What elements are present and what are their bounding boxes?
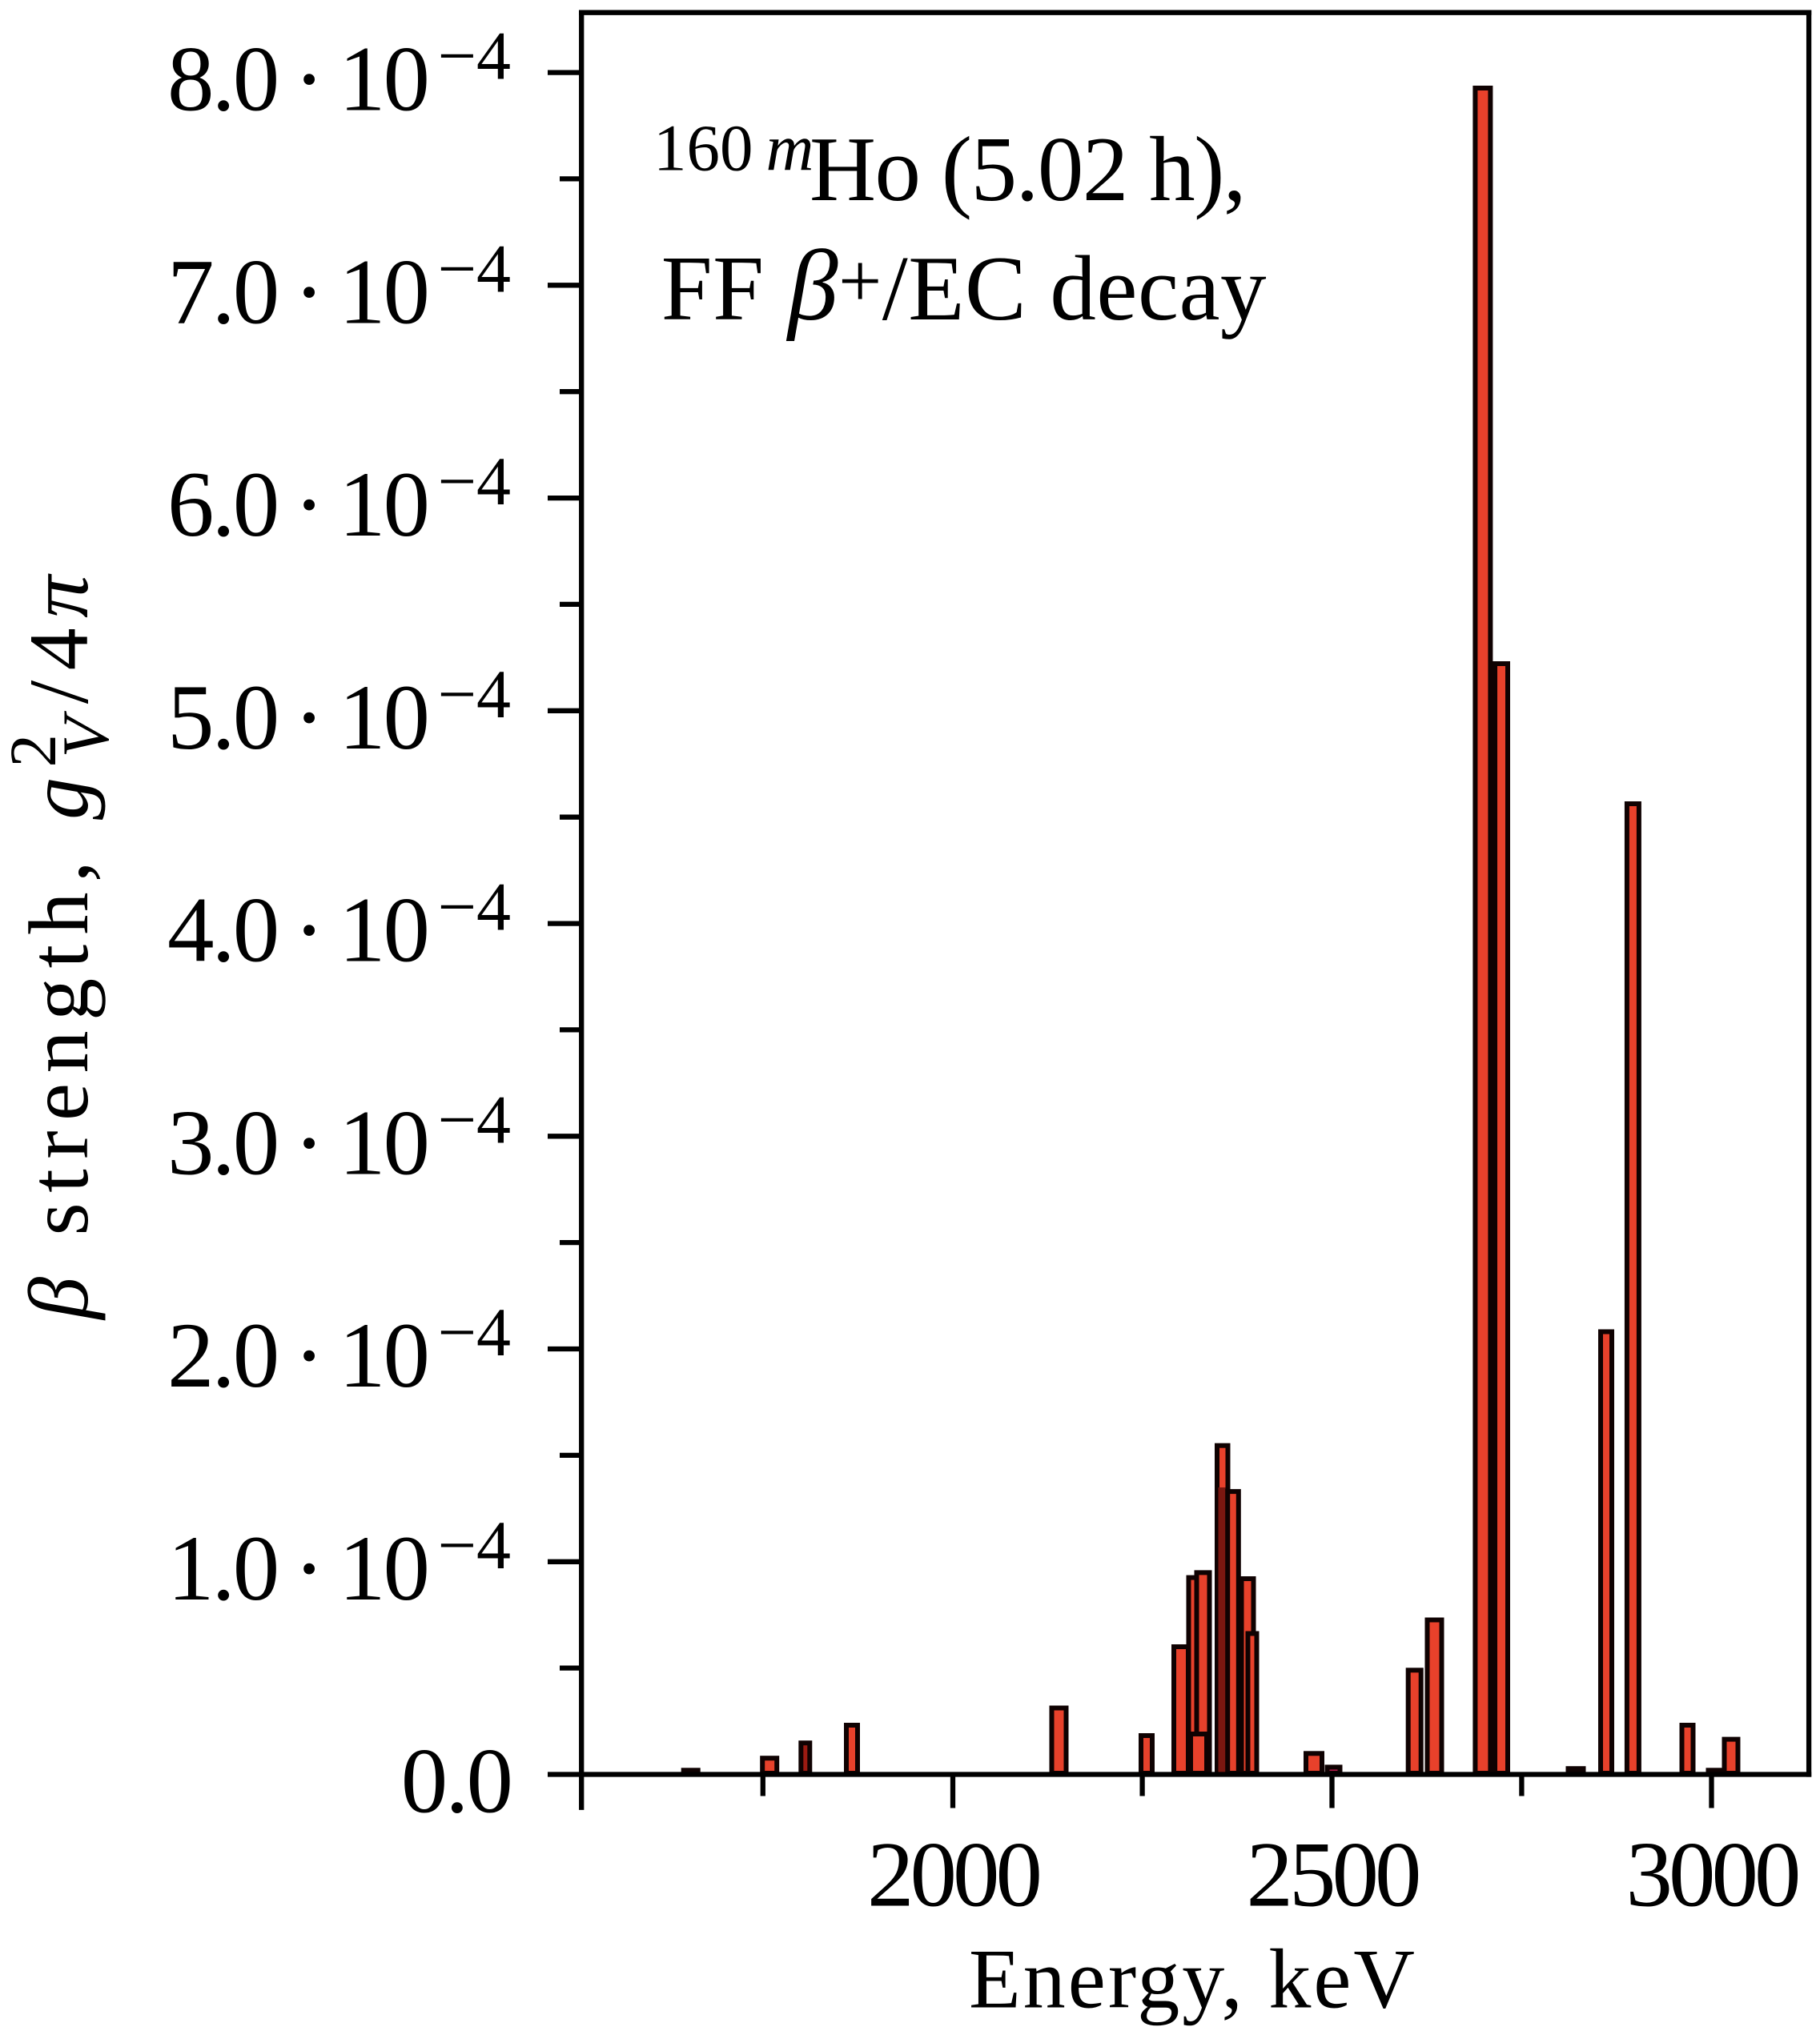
svg-text:2500: 2500 bbox=[1247, 1824, 1420, 1927]
svg-text:8.0 · 10: 8.0 · 10 bbox=[167, 28, 428, 131]
svg-text:Ho (5.02 h),: Ho (5.02 h), bbox=[810, 118, 1245, 220]
svg-text:−4: −4 bbox=[437, 1507, 511, 1583]
svg-text:7.0 · 10: 7.0 · 10 bbox=[167, 240, 428, 343]
svg-text:1.0 · 10: 1.0 · 10 bbox=[167, 1517, 428, 1620]
svg-text:2000: 2000 bbox=[867, 1824, 1040, 1927]
svg-text:Energy, keV: Energy, keV bbox=[969, 1933, 1417, 2026]
svg-text:−4: −4 bbox=[437, 443, 511, 520]
svg-text:−4: −4 bbox=[437, 869, 511, 945]
svg-text:−4: −4 bbox=[437, 1294, 511, 1371]
svg-text:4.0 · 10: 4.0 · 10 bbox=[167, 879, 428, 982]
svg-text:2.0 · 10: 2.0 · 10 bbox=[167, 1304, 428, 1407]
svg-text:3000: 3000 bbox=[1626, 1824, 1799, 1927]
svg-text:−4: −4 bbox=[437, 230, 511, 307]
svg-text:5.0 · 10: 5.0 · 10 bbox=[167, 666, 428, 769]
svg-text:−4: −4 bbox=[437, 18, 511, 94]
svg-text:3.0 · 10: 3.0 · 10 bbox=[167, 1091, 428, 1194]
svg-text:−4: −4 bbox=[437, 656, 511, 733]
svg-text:6.0 · 10: 6.0 · 10 bbox=[167, 453, 428, 556]
svg-text:0.0: 0.0 bbox=[401, 1730, 511, 1833]
svg-text:β strength, g2V/4π: β strength, g2V/4π bbox=[0, 565, 123, 1321]
svg-text:−4: −4 bbox=[437, 1081, 511, 1158]
svg-text:FF β+/EC decay: FF β+/EC decay bbox=[661, 231, 1267, 342]
